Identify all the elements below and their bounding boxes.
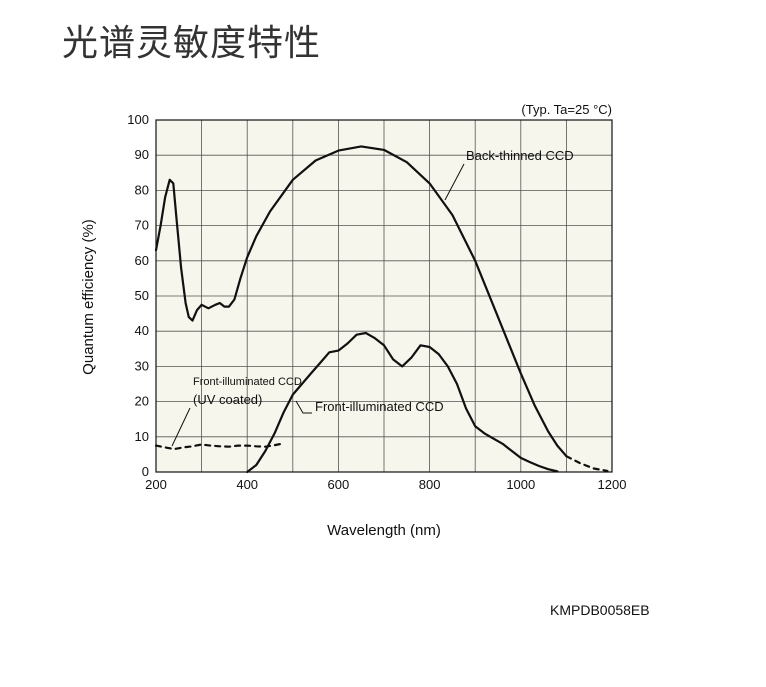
x-tick-label: 200 bbox=[145, 477, 167, 492]
back-thinned-label: Back-thinned CCD bbox=[466, 148, 574, 163]
series-line-0 bbox=[154, 145, 568, 458]
back-thinned-leader bbox=[444, 163, 465, 201]
y-tick-label: 30 bbox=[135, 358, 149, 373]
y-tick-label: 20 bbox=[135, 394, 149, 409]
y-tick-label: 80 bbox=[135, 182, 149, 197]
x-tick-label: 400 bbox=[236, 477, 258, 492]
y-tick-label: 10 bbox=[135, 429, 149, 444]
y-tick-label: 90 bbox=[135, 147, 149, 162]
x-tick-label: 600 bbox=[328, 477, 350, 492]
figure-code: KMPDB0058EB bbox=[550, 602, 650, 618]
x-tick-label: 800 bbox=[419, 477, 441, 492]
plot-frame bbox=[155, 119, 613, 473]
uv-coated-label-line2: (UV coated) bbox=[193, 392, 262, 407]
x-tick-label: 1000 bbox=[506, 477, 535, 492]
front-illuminated-label: Front-illuminated CCD bbox=[315, 399, 444, 414]
y-tick-label: 40 bbox=[135, 323, 149, 338]
page-title: 光谱灵敏度特性 bbox=[62, 23, 322, 64]
series-lines bbox=[154, 145, 609, 474]
y-tick-label: 70 bbox=[135, 218, 149, 233]
uv-coated-label-line1: Front-illuminated CCD bbox=[193, 376, 302, 388]
series-line-2 bbox=[246, 331, 559, 474]
condition-note: (Typ. Ta=25 °C) bbox=[521, 102, 612, 117]
grid-lines bbox=[156, 120, 612, 472]
x-tick-label: 1200 bbox=[598, 477, 627, 492]
y-tick-label: 100 bbox=[127, 112, 149, 127]
series-line-1 bbox=[565, 455, 609, 472]
y-tick-label: 0 bbox=[142, 464, 149, 479]
tick-labels: 200 400 600 800 1000 1200 0 10 20 30 40 50 60 70 80 90 1… bbox=[127, 112, 626, 492]
y-tick-label: 50 bbox=[135, 288, 149, 303]
y-tick-label: 60 bbox=[135, 253, 149, 268]
front-illuminated-leader bbox=[295, 400, 312, 414]
x-axis-label: Wavelength (nm) bbox=[327, 522, 441, 539]
uv-coated-leader bbox=[171, 407, 191, 447]
series-line-3 bbox=[154, 442, 283, 451]
y-axis-label: Quantum efficiency (%) bbox=[80, 219, 97, 375]
